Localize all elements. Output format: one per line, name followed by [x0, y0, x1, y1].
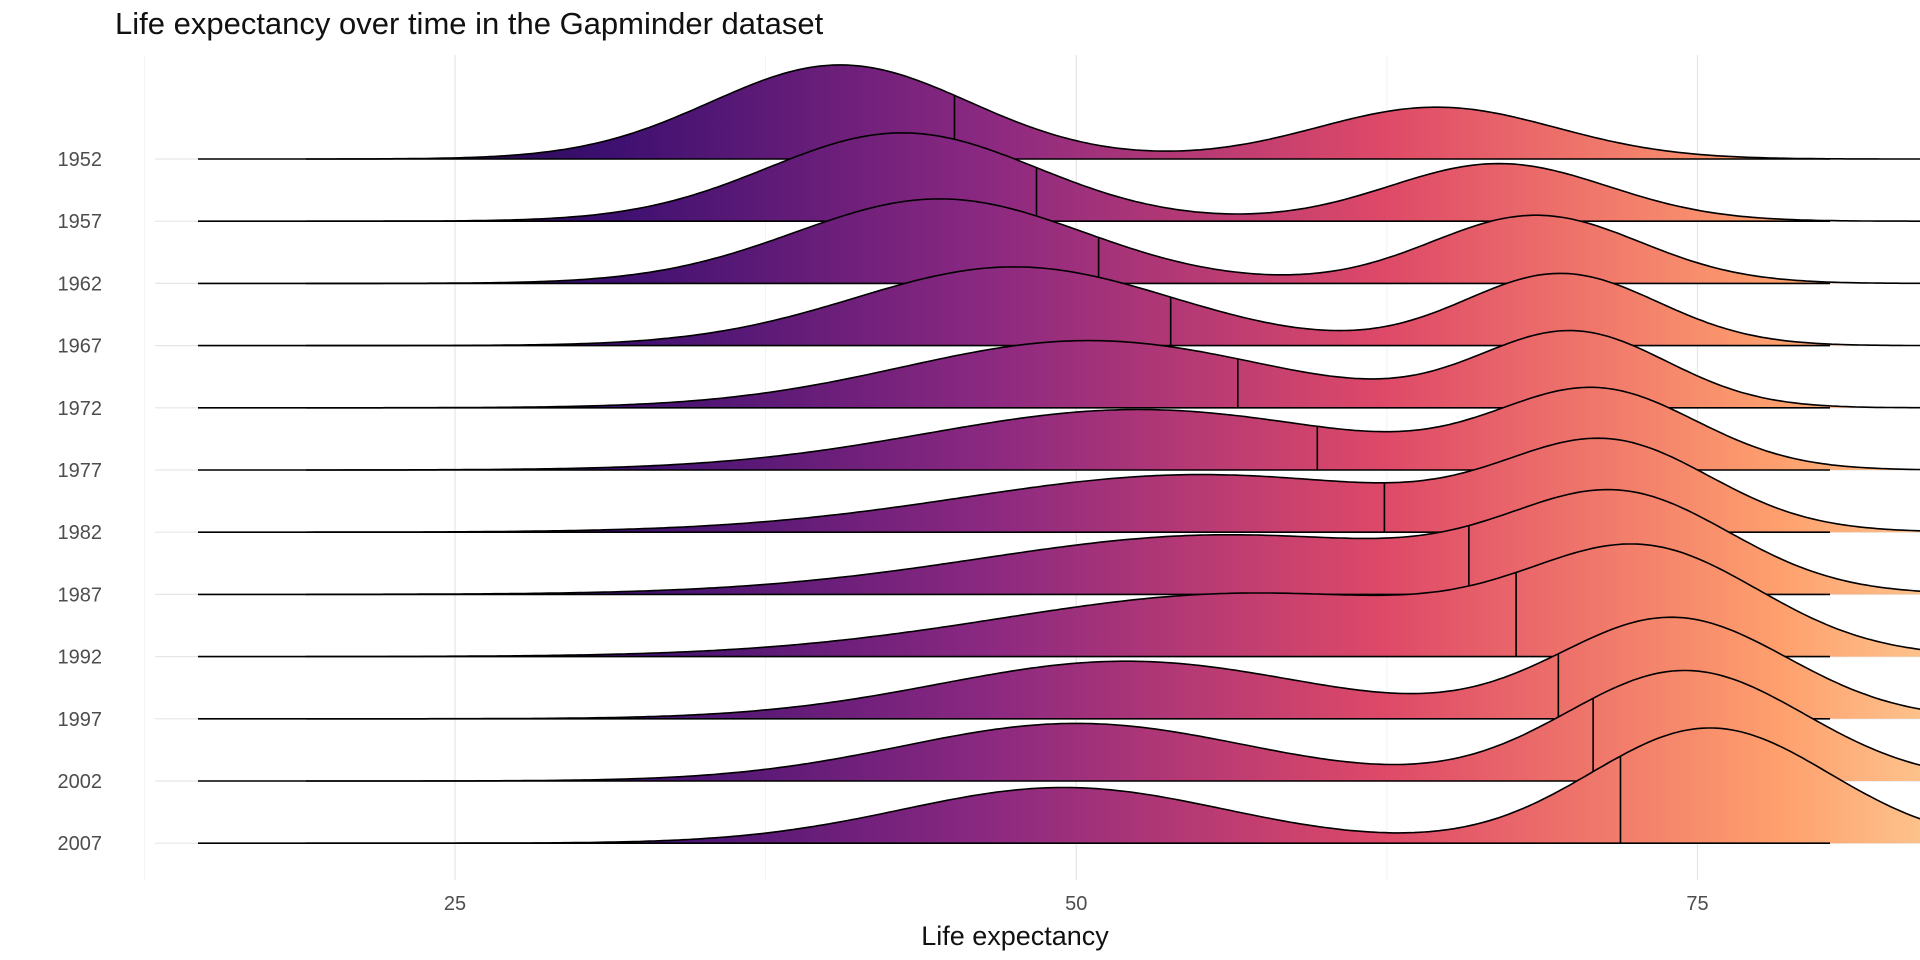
- ridge-area-1997: [305, 617, 1920, 719]
- ridge-area-2007: [305, 728, 1920, 844]
- ridge-outline-1992: [305, 543, 1920, 658]
- ridge-outline-1982: [305, 437, 1920, 533]
- y-tick-label: 1967: [58, 336, 103, 358]
- ridge-area-1952: [305, 64, 1920, 159]
- ridge-area-1957: [305, 132, 1920, 222]
- y-tick-label: 1977: [58, 460, 103, 482]
- ridge-outline-1967: [305, 266, 1920, 347]
- y-tick-label: 2007: [58, 833, 103, 855]
- y-tick-label: 1962: [58, 273, 103, 295]
- y-tick-label: 2002: [58, 771, 103, 793]
- x-tick-label: 25: [444, 893, 466, 915]
- ridge-outline-1987: [305, 488, 1920, 596]
- ridge-outline-1957: [305, 132, 1920, 222]
- x-tick-label: 75: [1686, 893, 1708, 915]
- tick-layer: 1952 1957 1962 1967 1972 1977 1982 1987 1992 1997…: [58, 149, 1709, 915]
- y-tick-label: 1997: [58, 709, 103, 731]
- ridge-outline-1962: [305, 198, 1920, 285]
- x-axis-title: Life expectancy: [921, 921, 1109, 951]
- ridge-2002: [198, 669, 1920, 782]
- ridge-outline-1952: [305, 64, 1920, 160]
- y-tick-label: 1957: [58, 211, 103, 233]
- ridge-area-2002: [305, 670, 1920, 781]
- ridge-outline-2007: [305, 727, 1920, 844]
- ridge-outline-1972: [305, 329, 1920, 409]
- ridge-layer: [198, 64, 1920, 845]
- y-tick-label: 1987: [58, 584, 103, 606]
- y-tick-label: 1972: [58, 398, 103, 420]
- ridge-1952: [198, 64, 1920, 160]
- ridge-outline-2002: [305, 669, 1920, 782]
- chart-title: Life expectancy over time in the Gapmind…: [115, 6, 824, 41]
- y-tick-label: 1992: [58, 647, 103, 669]
- y-tick-label: 1952: [58, 149, 103, 171]
- y-tick-label: 1982: [58, 522, 103, 544]
- ridge-area-1977: [305, 387, 1920, 470]
- ridge-outline-1977: [305, 386, 1920, 471]
- ridge-area-1967: [305, 266, 1920, 346]
- x-tick-label: 50: [1065, 893, 1087, 915]
- ridge-area-1982: [305, 438, 1920, 533]
- ridge-2007: [198, 727, 1920, 845]
- ridge-area-1972: [305, 330, 1920, 408]
- ridge-outline-1997: [305, 616, 1920, 720]
- ridge-area-1962: [305, 198, 1920, 284]
- ridge-area-1987: [305, 489, 1920, 595]
